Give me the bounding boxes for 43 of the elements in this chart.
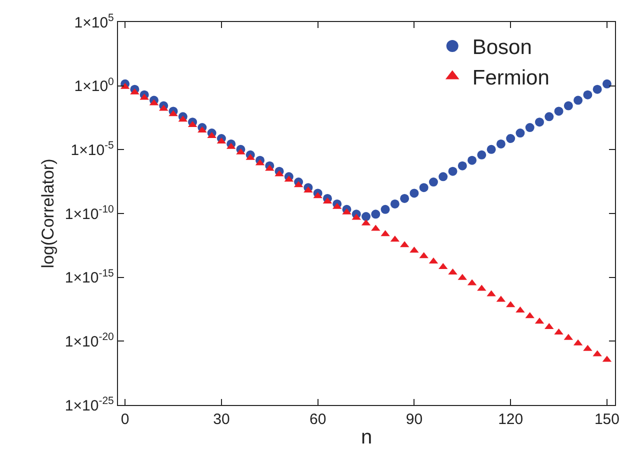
x-axis-title: n xyxy=(360,426,372,449)
point xyxy=(448,166,458,176)
y-tick-label: 1×10$^{-5}$ xyxy=(70,140,114,159)
y-tick-label: 1×10$^{0}$ xyxy=(74,76,114,96)
point xyxy=(564,101,573,110)
point xyxy=(535,118,544,127)
x-tick-label: 90 xyxy=(406,411,423,428)
legend-label: Boson xyxy=(472,36,532,60)
y-tick-label: 1×10$^{-20}$ xyxy=(64,331,114,350)
point xyxy=(468,156,477,165)
point xyxy=(525,123,534,132)
point xyxy=(544,112,554,122)
point xyxy=(496,139,506,148)
point xyxy=(428,178,438,187)
point xyxy=(554,106,564,116)
point xyxy=(592,84,602,94)
point xyxy=(410,188,419,198)
x-tick-label: 120 xyxy=(498,411,524,428)
legend-label: Fermion xyxy=(472,66,550,90)
x-tick-label: 60 xyxy=(309,411,326,428)
point xyxy=(400,194,410,203)
point xyxy=(380,204,390,214)
point xyxy=(419,183,428,192)
point xyxy=(438,172,448,182)
point xyxy=(390,199,400,208)
point xyxy=(516,128,525,138)
y-tick-label: 1×10$^{-15}$ xyxy=(64,267,114,287)
point xyxy=(602,79,612,88)
y-tick-label: 1×10$^{5}$ xyxy=(74,12,114,32)
x-tick-label: 30 xyxy=(213,411,230,428)
point xyxy=(458,161,467,170)
point xyxy=(506,134,516,143)
point xyxy=(574,96,583,105)
point xyxy=(362,212,371,222)
point xyxy=(477,150,486,160)
y-axis-title: log(Correlator) xyxy=(38,158,58,268)
x-tick-label: 0 xyxy=(120,411,130,428)
x-tick-label: 150 xyxy=(594,411,620,428)
point xyxy=(583,90,592,100)
point xyxy=(486,144,496,154)
y-tick-label: 1×10$^{-25}$ xyxy=(64,394,114,414)
y-tick-label: 1×10$^{-10}$ xyxy=(64,203,114,223)
point xyxy=(371,210,380,219)
